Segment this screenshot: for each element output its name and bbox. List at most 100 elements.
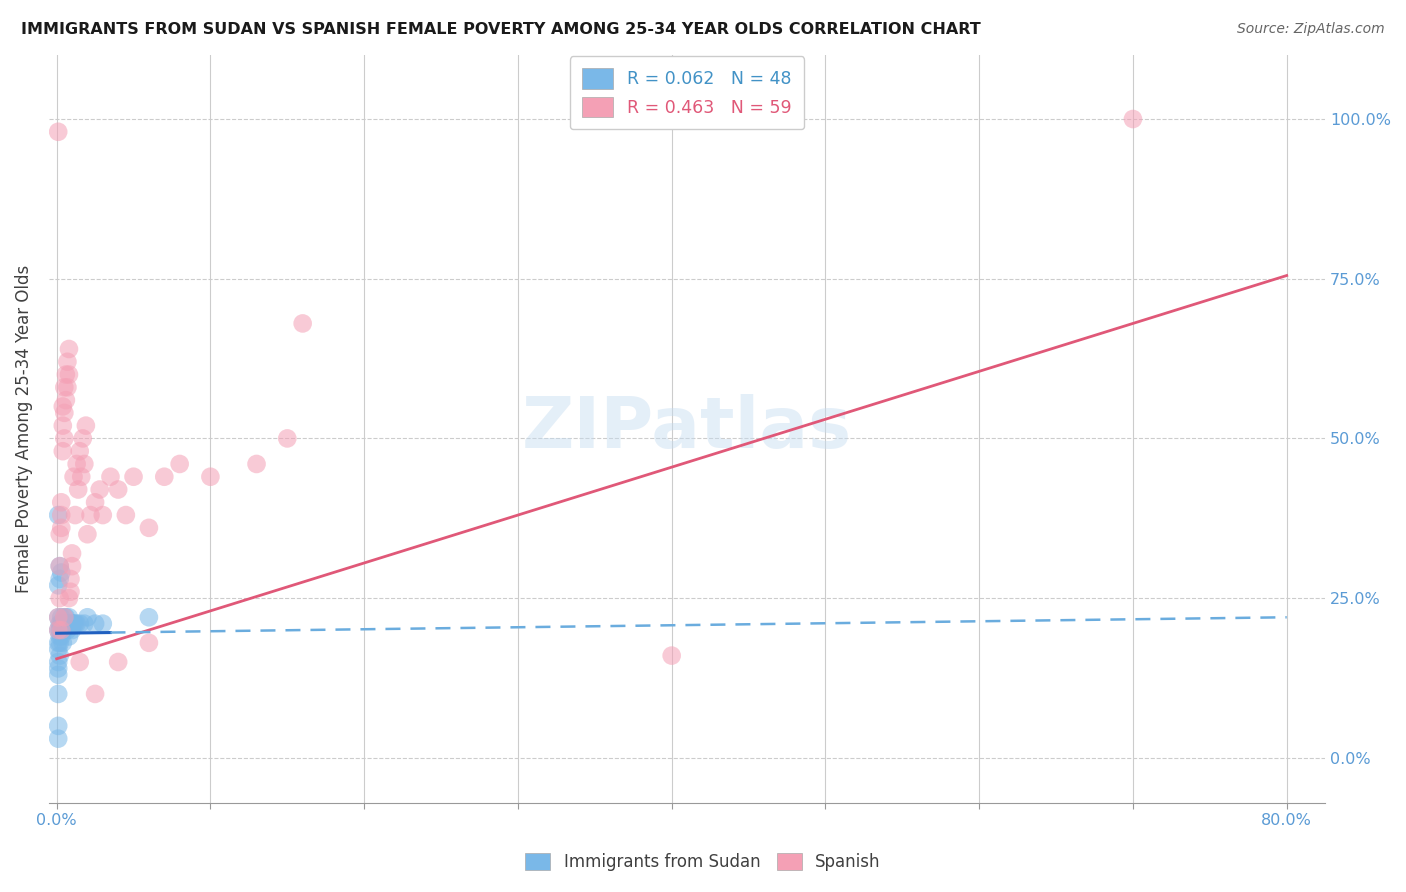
Point [138,521,160,535]
Point [58,591,80,606]
Y-axis label: Female Poverty Among 25-34 Year Olds: Female Poverty Among 25-34 Year Olds [15,265,32,593]
Point [52,616,75,631]
Point [46,642,69,657]
Point [48,648,70,663]
Point [46,623,69,637]
Point [55,616,77,631]
Point [169,457,191,471]
Point [200,469,222,483]
Point [48,559,70,574]
Point [58,342,80,356]
Point [76,527,98,541]
Point [46,623,69,637]
Point [59,616,82,631]
Point [58,368,80,382]
Point [46,719,69,733]
Point [51,521,73,535]
Point [91,508,114,522]
Point [48,616,70,631]
Point [62,469,84,483]
Point [60,546,83,560]
Point [51,566,73,580]
Point [46,125,69,139]
Point [59,572,82,586]
Point [51,495,73,509]
Point [46,610,69,624]
Point [56,380,79,394]
Point [60,623,83,637]
Point [56,623,79,637]
Point [58,610,80,624]
Point [53,431,76,445]
Point [56,355,79,369]
Point [291,317,314,331]
Point [69,616,91,631]
Point [72,431,94,445]
Point [73,457,96,471]
Point [46,655,69,669]
Point [48,629,70,643]
Point [46,578,69,592]
Point [52,444,75,458]
Point [53,406,76,420]
Point [58,629,80,643]
Point [138,610,160,624]
Point [63,616,86,631]
Point [51,623,73,637]
Point [107,655,129,669]
Point [70,469,93,483]
Point [76,610,98,624]
Point [53,610,76,624]
Point [55,393,77,408]
Point [48,527,70,541]
Point [63,508,86,522]
Point [79,508,101,522]
Point [122,469,145,483]
Point [48,572,70,586]
Point [48,623,70,637]
Point [245,457,267,471]
Point [661,648,683,663]
Point [51,508,73,522]
Point [48,636,70,650]
Point [89,483,111,497]
Point [115,508,138,522]
Point [100,469,122,483]
Point [138,636,160,650]
Point [48,559,70,574]
Point [91,616,114,631]
Point [276,431,298,445]
Point [66,616,89,631]
Point [69,444,91,458]
Point [67,483,90,497]
Point [84,687,107,701]
Text: IMMIGRANTS FROM SUDAN VS SPANISH FEMALE POVERTY AMONG 25-34 YEAR OLDS CORRELATIO: IMMIGRANTS FROM SUDAN VS SPANISH FEMALE … [21,22,981,37]
Point [48,591,70,606]
Point [53,616,76,631]
Point [73,616,96,631]
Point [46,667,69,681]
Legend: Immigrants from Sudan, Spanish: Immigrants from Sudan, Spanish [517,845,889,880]
Point [60,559,83,574]
Point [62,616,84,631]
Point [53,380,76,394]
Legend: R = 0.062   N = 48, R = 0.463   N = 59: R = 0.062 N = 48, R = 0.463 N = 59 [569,56,804,129]
Point [59,584,82,599]
Point [46,687,69,701]
Point [75,418,97,433]
Point [56,616,79,631]
Point [84,616,107,631]
Point [55,368,77,382]
Point [52,636,75,650]
Point [153,469,176,483]
Point [46,636,69,650]
Point [46,610,69,624]
Point [51,616,73,631]
Point [52,623,75,637]
Point [53,610,76,624]
Point [51,623,73,637]
Point [46,661,69,675]
Point [52,400,75,414]
Point [84,495,107,509]
Point [51,610,73,624]
